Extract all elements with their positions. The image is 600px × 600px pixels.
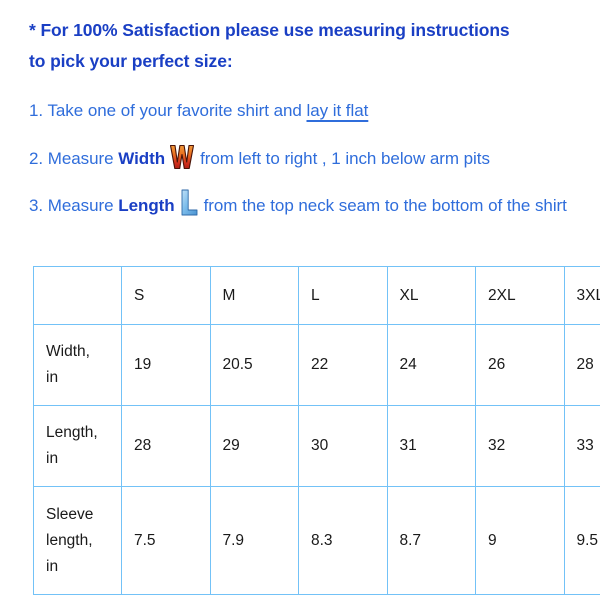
step-2-text-before: Measure: [47, 149, 114, 168]
step-3-text-before: Measure: [47, 196, 114, 215]
row-label-length-line1: Length,: [46, 424, 98, 441]
cell-length-l: 30: [298, 405, 388, 487]
instruction-step-1: 1. Take one of your favorite shirt and l…: [29, 96, 577, 126]
heading-line-2: to pick your perfect size:: [29, 51, 233, 71]
row-label-sleeve-line2: length,: [46, 531, 93, 549]
letter-w-orange-icon: [169, 143, 195, 171]
instruction-step-2: 2. Measure Width from left to right , 1 …: [29, 143, 577, 174]
step-2-keyword-width: Width: [118, 149, 166, 168]
row-label-length-line2: in: [46, 450, 59, 467]
table-column-header-s: S: [121, 266, 211, 325]
table-column-header-m: M: [209, 266, 299, 325]
row-label-sleeve-line1: Sleeve: [46, 505, 94, 523]
table-column-header-3xl: 3XL: [563, 266, 600, 325]
step-3-keyword-length: Length: [118, 196, 175, 215]
cell-sleeve-m: 7.9: [209, 486, 299, 595]
cell-sleeve-xl: 8.7: [386, 486, 476, 595]
table-column-header-l: L: [298, 266, 388, 325]
row-label-width: Width, in: [33, 324, 122, 406]
page-title: * For 100% Satisfaction please use measu…: [29, 15, 569, 77]
table-corner-cell: [33, 266, 122, 325]
cell-width-m: 20.5: [209, 324, 299, 406]
cell-length-m: 29: [209, 405, 299, 487]
instruction-step-3: 3. Measure Length from the top neck seam…: [29, 188, 574, 221]
step-2-number: 2.: [29, 149, 44, 168]
cell-width-s: 19: [121, 324, 211, 406]
cell-length-xl: 31: [386, 405, 476, 487]
heading-line-1: * For 100% Satisfaction please use measu…: [29, 20, 510, 40]
cell-length-3xl: 33: [563, 405, 600, 487]
row-label-width-line1: Width,: [46, 343, 90, 360]
table-header-row: S M L XL 2XL 3XL: [33, 266, 600, 325]
step-1-underlined-text: lay it flat: [306, 101, 369, 120]
cell-sleeve-3xl: 9.5: [563, 486, 600, 595]
step-1-text: Take one of your favorite shirt and: [47, 101, 302, 120]
cell-sleeve-2xl: 9: [475, 486, 565, 595]
row-label-sleeve-length: Sleeve length, in: [33, 486, 122, 595]
size-chart-table: S M L XL 2XL 3XL Width, in 19 20.5 22 24…: [33, 266, 600, 595]
cell-width-l: 22: [298, 324, 388, 406]
cell-width-xl: 24: [386, 324, 476, 406]
table-row-length: Length, in 28 29 30 31 32 33: [33, 405, 600, 487]
row-label-length: Length, in: [33, 405, 122, 487]
cell-sleeve-s: 7.5: [121, 486, 211, 595]
step-3-number: 3.: [29, 196, 44, 215]
step-1-number: 1.: [29, 101, 44, 120]
row-label-sleeve-line3: in: [46, 557, 59, 575]
cell-width-2xl: 26: [475, 324, 565, 406]
table-row-width: Width, in 19 20.5 22 24 26 28: [33, 324, 600, 406]
measuring-instructions: 1. Take one of your favorite shirt and l…: [29, 96, 577, 221]
cell-width-3xl: 28: [563, 324, 600, 406]
cell-length-2xl: 32: [475, 405, 565, 487]
table-column-header-2xl: 2XL: [475, 266, 565, 325]
step-2-text-after: from left to right , 1 inch below arm pi…: [200, 149, 490, 168]
step-3-text-after: from the top neck seam to the bottom of …: [203, 196, 567, 215]
letter-l-blue-icon: [179, 188, 199, 218]
cell-sleeve-l: 8.3: [298, 486, 388, 595]
table-row-sleeve-length: Sleeve length, in 7.5 7.9 8.3 8.7 9 9.5: [33, 486, 600, 595]
cell-length-s: 28: [121, 405, 211, 487]
row-label-width-line2: in: [46, 369, 59, 386]
table-column-header-xl: XL: [386, 266, 476, 325]
